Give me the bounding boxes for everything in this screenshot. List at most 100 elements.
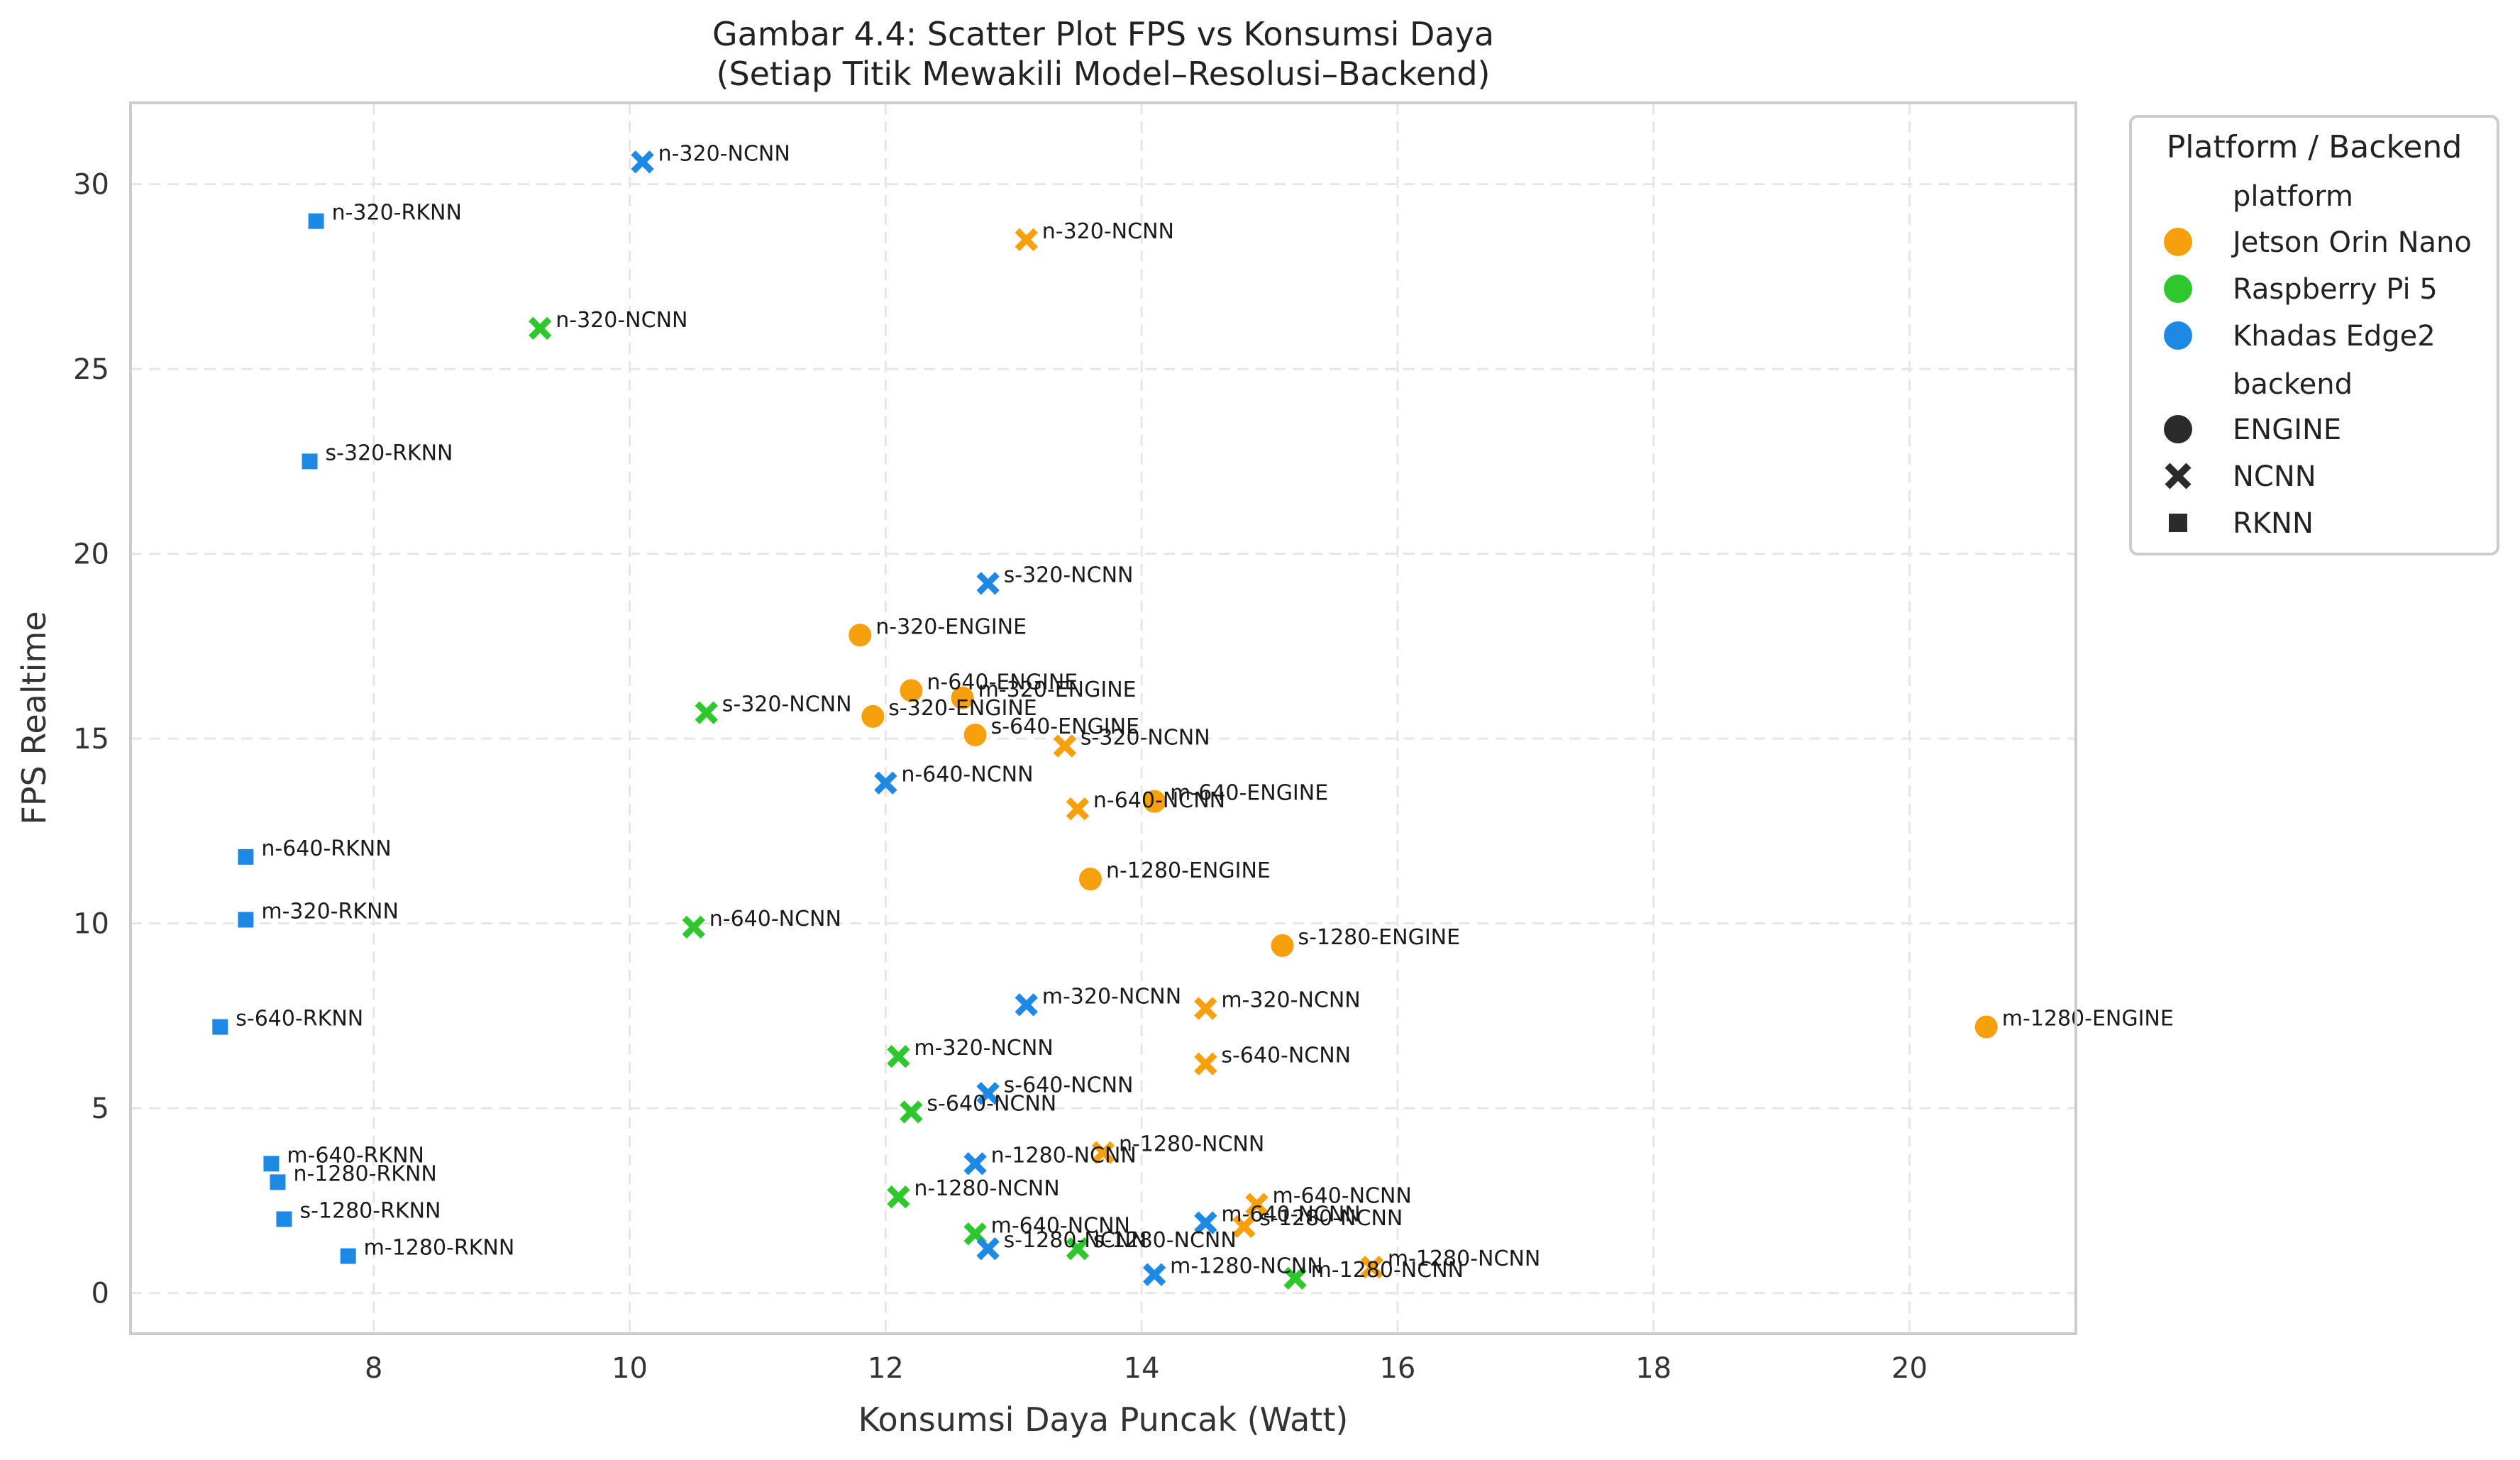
point-label-m-1280-ncnn: m-1280-NCNN (1170, 1254, 1323, 1279)
grid (131, 103, 2076, 1334)
legend-item-ncnn: NCNN (2233, 460, 2316, 493)
point-khadas-edge2-s-1280-ncnn (976, 1237, 1000, 1261)
chart-subtitle: (Setiap Titik Mewakili Model–Resolusi–Ba… (717, 55, 1491, 93)
point-jetson-orin-nano-s-640-ncnn (1194, 1052, 1217, 1075)
point-jetson-orin-nano-n-640-ncnn (1066, 797, 1090, 821)
point-khadas-edge2-n-1280-ncnn-stroke (963, 1152, 987, 1176)
point-khadas-edge2-n-320-ncnn-stroke (631, 150, 654, 174)
point-raspberry-pi-5-n-1280-ncnn-stroke (887, 1185, 910, 1209)
point-raspberry-pi-5-s-640-ncnn-stroke (900, 1100, 923, 1124)
point-jetson-orin-nano-m-320-ncnn (1194, 997, 1217, 1020)
legend-item-jetson-orin-nano: Jetson Orin Nano (2231, 226, 2472, 259)
point-jetson-orin-nano-n-320-engine (847, 622, 873, 648)
point-khadas-edge2-n-320-rknn (306, 211, 326, 231)
point-jetson-orin-nano-s-640-engine (962, 721, 988, 748)
point-label-m-1280-ncnn: m-1280-NCNN (1388, 1246, 1541, 1271)
plot-frame (129, 101, 2077, 1335)
legend-item-raspberry-pi-5: Raspberry Pi 5 (2233, 273, 2438, 306)
point-labels: n-320-NCNN n-320-RKNN n-320-NCNN n-320-NCNN… (236, 141, 2174, 1282)
x-tick-label: 16 (1379, 1352, 1415, 1385)
x-axis-label: Konsumsi Daya Puncak (Watt) (858, 1400, 1349, 1439)
point-label-m-640-rknn: m-640-RKNN (287, 1143, 424, 1168)
point-khadas-edge2-s-320-ncnn (976, 572, 1000, 595)
legend-marker-khadas-edge2 (2164, 321, 2192, 350)
point-label-s-640-ncnn: s-640-NCNN (1221, 1044, 1351, 1068)
point-jetson-orin-nano-n-640-engine (898, 678, 924, 704)
point-label-s-320-ncnn: s-320-NCNN (722, 692, 852, 717)
point-jetson-orin-nano-s-320-ncnn (1053, 734, 1077, 758)
point-label-n-320-engine: n-320-ENGINE (875, 614, 1027, 639)
point-jetson-orin-nano-m-1280-ncnn (1360, 1256, 1384, 1279)
point-raspberry-pi-5-m-1280-ncnn (1283, 1266, 1307, 1290)
point-khadas-edge2-m-320-ncnn-stroke (1015, 993, 1038, 1017)
legend-heading-platform: platform (2233, 180, 2353, 213)
point-label-n-1280-ncnn: n-1280-NCNN (914, 1176, 1059, 1201)
point-label-m-640-ncnn: m-640-NCNN (1221, 1202, 1360, 1227)
point-label-m-320-rknn: m-320-RKNN (261, 899, 399, 924)
legend: Platform / Backend platform backend Jets… (2129, 115, 2499, 555)
y-tick-label: 15 (73, 723, 109, 756)
point-jetson-orin-nano-m-1280-ncnn-stroke (1360, 1256, 1384, 1279)
point-khadas-edge2-n-1280-ncnn (963, 1152, 987, 1176)
point-label-n-1280-ncnn: n-1280-NCNN (1119, 1132, 1264, 1157)
x-tick-label: 20 (1891, 1352, 1928, 1385)
point-label-n-320-rknn: n-320-RKNN (332, 201, 462, 226)
point-khadas-edge2-m-640-ncnn-stroke (1194, 1211, 1217, 1234)
point-label-n-1280-rknn: n-1280-RKNN (293, 1161, 436, 1186)
point-jetson-orin-nano-n-1280-ncnn-stroke (1091, 1141, 1115, 1164)
point-khadas-edge2-n-1280-rknn (268, 1173, 287, 1192)
point-label-n-640-ncnn: n-640-NCNN (709, 907, 841, 931)
point-jetson-orin-nano-s-640-ncnn-stroke (1194, 1052, 1217, 1075)
legend-title: Platform / Backend (2167, 129, 2463, 165)
point-label-n-1280-ncnn: n-1280-NCNN (991, 1143, 1137, 1168)
x-tick-label: 18 (1635, 1352, 1671, 1385)
point-jetson-orin-nano-n-320-ncnn-stroke (1015, 228, 1038, 251)
point-khadas-edge2-n-640-ncnn-stroke (874, 771, 897, 795)
legend-frame (2129, 115, 2499, 555)
point-label-m-320-ncnn: m-320-NCNN (914, 1036, 1053, 1061)
x-tick-label: 10 (612, 1352, 648, 1385)
point-raspberry-pi-5-s-320-ncnn (695, 701, 718, 724)
point-label-n-640-engine: n-640-ENGINE (927, 670, 1078, 695)
point-raspberry-pi-5-s-1280-ncnn (1066, 1237, 1090, 1261)
point-khadas-edge2-m-1280-ncnn-stroke (1142, 1263, 1166, 1286)
point-label-n-1280-engine: n-1280-ENGINE (1106, 858, 1271, 883)
y-axis-label: FPS Realtime (15, 611, 53, 824)
point-label-s-640-ncnn: s-640-NCNN (927, 1091, 1056, 1116)
legend-marker-engine (2164, 415, 2192, 443)
point-label-s-1280-ncnn: s-1280-NCNN (1259, 1206, 1403, 1231)
legend-entries: Jetson Orin Nano Raspberry Pi 5 Khadas Edg… (2164, 226, 2472, 540)
x-tick-label: 14 (1124, 1352, 1160, 1385)
point-khadas-edge2-s-1280-ncnn-stroke (976, 1237, 1000, 1261)
point-jetson-orin-nano-m-640-ncnn-stroke (1245, 1193, 1269, 1216)
chart-title: Gambar 4.4: Scatter Plot FPS vs Konsumsi… (712, 15, 1494, 53)
point-jetson-orin-nano-s-320-ncnn-stroke (1053, 734, 1077, 758)
point-khadas-edge2-s-640-ncnn (976, 1082, 1000, 1105)
point-jetson-orin-nano-m-320-ncnn-stroke (1194, 997, 1217, 1020)
point-khadas-edge2-m-320-rknn (236, 910, 255, 929)
point-khadas-edge2-n-640-rknn (236, 847, 255, 866)
point-label-n-320-ncnn: n-320-NCNN (1042, 219, 1174, 244)
legend-marker-ncnn (2165, 463, 2192, 490)
x-tick-label: 12 (868, 1352, 904, 1385)
point-label-n-640-ncnn: n-640-NCNN (901, 763, 1033, 787)
legend-heading-backend: backend (2233, 368, 2353, 401)
point-jetson-orin-nano-n-1280-ncnn (1091, 1141, 1115, 1164)
point-jetson-orin-nano-s-320-engine (860, 703, 886, 729)
point-label-s-640-engine: s-640-ENGINE (991, 714, 1139, 739)
y-tick-label: 10 (73, 908, 109, 941)
point-khadas-edge2-s-320-ncnn-stroke (976, 572, 1000, 595)
data-points (211, 150, 1999, 1290)
point-jetson-orin-nano-n-320-ncnn (1015, 228, 1038, 251)
y-tick-label: 5 (92, 1093, 109, 1125)
point-raspberry-pi-5-n-320-ncnn-stroke (529, 316, 552, 341)
point-khadas-edge2-m-640-ncnn (1194, 1211, 1217, 1234)
point-label-s-1280-rknn: s-1280-RKNN (299, 1198, 441, 1223)
point-jetson-orin-nano-n-1280-engine (1077, 866, 1103, 892)
point-label-m-1280-ncnn: m-1280-NCNN (1311, 1258, 1464, 1283)
legend-marker-rknn (2169, 514, 2187, 532)
point-raspberry-pi-5-s-320-ncnn-stroke (695, 701, 718, 724)
point-jetson-orin-nano-s-1280-ncnn-stroke (1232, 1215, 1256, 1239)
point-khadas-edge2-s-640-ncnn-stroke (976, 1082, 1000, 1105)
